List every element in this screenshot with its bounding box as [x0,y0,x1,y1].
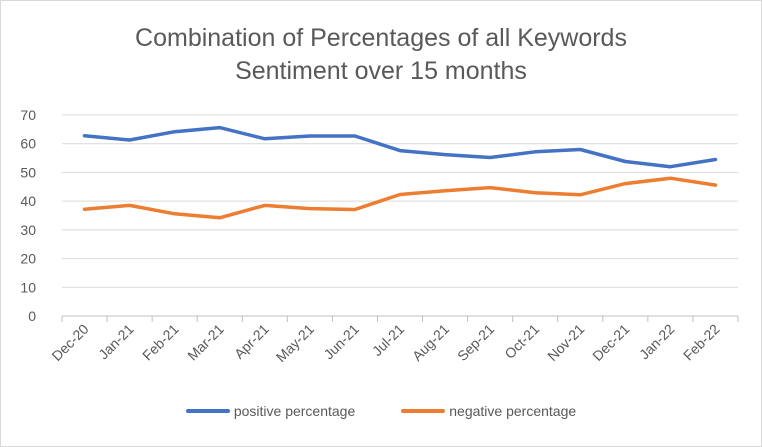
y-axis-ticks: 0 10 20 30 40 50 60 70 [20,107,36,324]
legend-label-positive: positive percentage [233,403,356,419]
gridlines [62,114,738,317]
x-tick-label: Sep-21 [454,321,497,364]
x-tick-label: Dec-21 [589,321,632,364]
x-tick-label: Feb-22 [680,321,723,364]
legend-label-negative: negative percentage [449,403,577,419]
y-tick-label: 10 [20,279,36,295]
y-tick-label: 60 [20,136,36,152]
y-tick-label: 40 [20,193,36,209]
x-tick-label: Feb-21 [139,321,182,364]
series-lines [82,125,718,220]
y-tick-label: 0 [28,308,36,324]
x-tick-label: Jul-21 [369,321,407,359]
x-tick-label: Jan-21 [95,321,137,363]
legend: positive percentage negative percentage [0,403,762,419]
x-tick-label: Mar-21 [184,321,227,364]
legend-swatch-positive [185,409,230,413]
y-tick-label: 70 [20,107,36,123]
x-tick-label: Apr-21 [231,321,272,362]
x-tick-label: Jan-22 [636,321,678,363]
chart-title: Combination of Percentages of all Keywor… [0,22,762,88]
x-tick-label: May-21 [273,321,317,365]
x-tick-label: Oct-21 [501,321,542,362]
x-axis-ticks: Dec-20 Jan-21 Feb-21 Mar-21 Apr-21 May-21 Jun-… [48,316,739,365]
y-tick-label: 20 [20,251,36,267]
x-tick-label: Nov-21 [544,321,587,364]
legend-item-positive: positive percentage [185,403,356,419]
chart-title-line2: Sentiment over 15 months [235,57,527,85]
y-tick-label: 30 [20,222,36,238]
x-tick-label: Aug-21 [409,321,452,364]
x-tick-label: Jun-21 [320,321,362,363]
chart-title-line1: Combination of Percentages of all Keywor… [135,24,627,52]
legend-swatch-negative [401,409,446,413]
legend-item-negative: negative percentage [401,403,576,419]
x-tick-label: Dec-20 [48,321,91,364]
series-line-positive [82,125,718,169]
y-tick-label: 50 [20,164,36,180]
series-line-negative [82,176,718,220]
